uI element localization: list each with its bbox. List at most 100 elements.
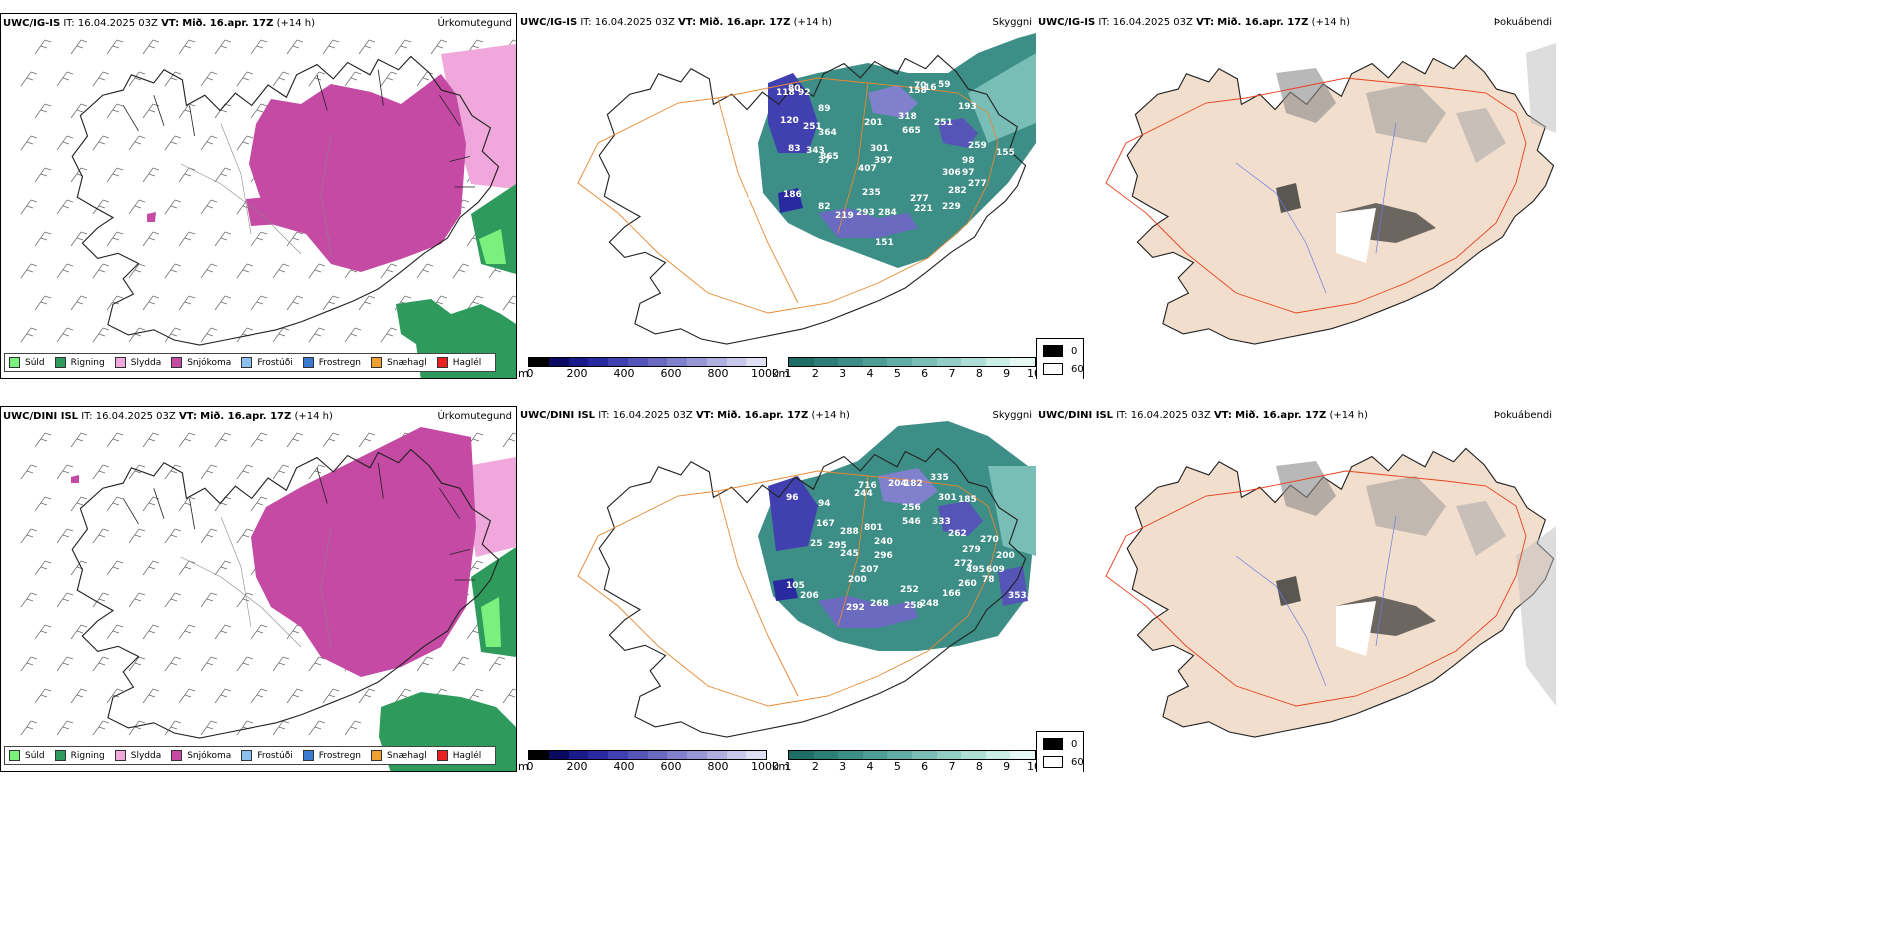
wind-barb — [322, 432, 340, 448]
cloudbase-label: 182 — [904, 479, 923, 489]
wind-barb — [56, 327, 74, 343]
wind-barb — [92, 656, 110, 672]
cloudbase-label: 256 — [902, 503, 921, 513]
legend-swatch — [436, 750, 448, 761]
roads — [1105, 77, 1527, 314]
cloudbase-label: 288 — [840, 527, 859, 537]
cloudbase-label: 292 — [846, 603, 865, 613]
wind-barb — [178, 624, 196, 640]
wind-barb — [286, 231, 304, 247]
wind-barb — [92, 71, 110, 87]
wind-barb — [250, 688, 268, 704]
legend-label: Súld — [25, 357, 45, 368]
colorbar-segment — [608, 358, 628, 366]
colorbar-segment — [911, 358, 937, 366]
wind-barb — [92, 199, 110, 215]
wind-barb — [142, 295, 160, 311]
cloudbase-label: 296 — [874, 551, 893, 561]
wind-barb — [20, 199, 38, 215]
colorbar-tick: 200 — [566, 367, 588, 379]
cloudbase-label: 495 — [966, 565, 985, 575]
wind-barb — [200, 135, 218, 151]
fog-legend-value: 0 — [1071, 345, 1078, 357]
wind-barb — [452, 263, 470, 279]
legend-label: Snæhagl — [387, 357, 427, 368]
wind-barb — [200, 327, 218, 343]
wind-barb — [236, 592, 254, 608]
wind-barb — [92, 464, 110, 480]
wind-barb — [34, 688, 52, 704]
legend-item: Slydda — [114, 357, 161, 368]
cloudbase-label: 245 — [840, 549, 859, 559]
wind-barb — [70, 103, 88, 119]
wind-barb — [214, 39, 232, 55]
legend-label: Snæhagl — [387, 750, 427, 761]
wind-barb — [308, 71, 326, 87]
cloudbase-label: 201 — [864, 118, 883, 128]
wind-barb — [200, 720, 218, 736]
cloudbase-label: 244 — [854, 489, 873, 499]
legend-label: Súld — [25, 750, 45, 761]
precip-map-row1 — [20, 39, 516, 378]
legend-item: Snæhagl — [371, 357, 427, 368]
wind-barb — [200, 199, 218, 215]
snow-area — [251, 427, 476, 677]
wind-barb — [56, 528, 74, 544]
wind-barb — [272, 656, 290, 672]
wind-barb — [128, 464, 146, 480]
wind-barb — [20, 327, 38, 343]
wind-barb — [502, 295, 516, 311]
snow-area — [249, 74, 466, 272]
wind-barb — [358, 688, 376, 704]
wind-barb — [20, 528, 38, 544]
wind-barb — [128, 71, 146, 87]
legend-swatch — [171, 357, 183, 368]
wind-barb — [128, 327, 146, 343]
fog-map-row1 — [1105, 43, 1556, 345]
wind-barb — [502, 432, 516, 448]
wind-barb — [56, 656, 74, 672]
cloudbase-label: 25 — [810, 539, 823, 549]
wind-barb — [214, 496, 232, 512]
cloudbase-label: 262 — [948, 529, 967, 539]
wind-barb — [322, 295, 340, 311]
wind-barb — [106, 624, 124, 640]
colorbar-segment — [687, 358, 707, 366]
wind-barb — [416, 71, 434, 87]
colorbar-segment — [813, 358, 839, 366]
colorbar-tick: 0 — [526, 367, 534, 379]
colorbar-segment — [813, 751, 839, 759]
colorbar-segment — [608, 751, 628, 759]
cloudbase-label: 38 — [1026, 605, 1036, 615]
wind-barb — [308, 327, 326, 343]
wind-barb — [34, 560, 52, 576]
legend-item: Snæhagl — [371, 750, 427, 761]
wind-barb — [142, 167, 160, 183]
wind-barb — [92, 263, 110, 279]
colorbar-segment — [667, 358, 687, 366]
legend-label: Haglél — [452, 750, 482, 761]
wind-barb — [34, 295, 52, 311]
wind-barb — [164, 592, 182, 608]
wind-barb — [214, 624, 232, 640]
wind-barb — [250, 432, 268, 448]
colorbar-segment — [746, 751, 766, 759]
precip-legend: Súld Rigning Slydda Snjókoma Frostúði Frostre… — [4, 746, 497, 765]
wind-barb — [286, 688, 304, 704]
colorbar-tick: 3 — [839, 760, 847, 772]
cloudbase-label: 944 — [735, 194, 754, 204]
wind-barb — [214, 295, 232, 311]
wind-barb — [322, 688, 340, 704]
cloudbase-label: 141 — [768, 693, 787, 703]
legend-swatch — [54, 357, 66, 368]
wind-barb — [214, 688, 232, 704]
wind-barb — [92, 135, 110, 151]
legend-item: Frostregn — [302, 750, 361, 761]
wind-barb — [488, 656, 506, 672]
cloudbase-label: 343 — [806, 146, 825, 156]
wind-barb — [358, 432, 376, 448]
cloudbase-label: 801 — [864, 523, 883, 533]
colorbar-tick: 0 — [526, 760, 534, 772]
cloudbase-label: 186 — [783, 190, 802, 200]
